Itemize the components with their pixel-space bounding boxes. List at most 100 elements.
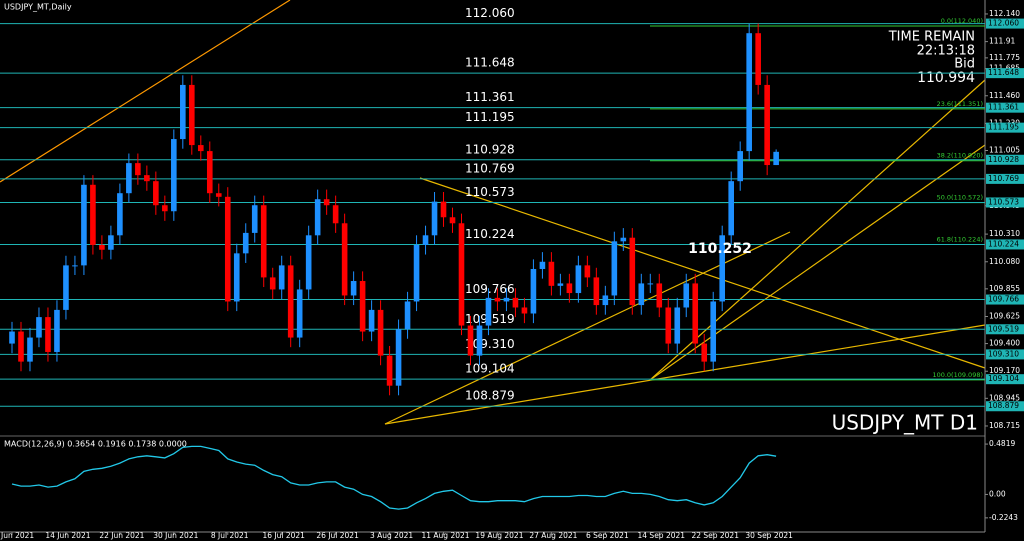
- candle-body: [710, 301, 717, 362]
- time-remain: 22:13:18: [917, 44, 975, 59]
- x-tick-label: 16 Jul 2021: [262, 531, 305, 540]
- annotation: 110.252: [688, 241, 752, 257]
- level-tag-label: 109.519: [988, 324, 1019, 333]
- y-tick-label: 110.080: [989, 257, 1020, 266]
- candle-body: [63, 265, 69, 310]
- level-label: 111.648: [465, 56, 515, 70]
- candle-body: [278, 265, 285, 290]
- candle-body: [45, 317, 51, 352]
- level-label: 111.361: [465, 90, 515, 104]
- candle-body: [135, 163, 141, 176]
- level-tag: [986, 197, 1024, 208]
- y-tick-label: 112.140: [989, 9, 1020, 18]
- level-tag: [986, 68, 1024, 79]
- candle-body: [368, 309, 375, 332]
- x-tick-label: 30 Sep 2021: [745, 531, 793, 540]
- candle-body: [99, 244, 105, 250]
- x-tick-label: 30 Jun 2021: [153, 531, 198, 540]
- level-tag-label: 108.879: [988, 401, 1019, 410]
- candle-body: [665, 307, 672, 344]
- candle-body: [90, 184, 96, 245]
- level-tag: [986, 349, 1024, 360]
- candle-body: [494, 297, 501, 302]
- x-tick-label: 19 Aug 2021: [475, 531, 523, 540]
- trendlines: [0, 0, 986, 425]
- candle-body: [530, 268, 537, 314]
- level-tag-label: 110.769: [988, 174, 1019, 183]
- candle-body: [584, 265, 591, 278]
- candle-body: [224, 196, 231, 302]
- candle-body: [305, 235, 312, 290]
- bid: 110.994: [917, 70, 975, 86]
- candle-body: [755, 33, 761, 85]
- level-tag: [986, 173, 1024, 184]
- candle-body: [764, 84, 770, 166]
- candle-body: [233, 253, 240, 302]
- level-label: 108.879: [465, 389, 515, 403]
- candle-body: [350, 281, 357, 296]
- candle-body: [108, 235, 114, 250]
- level-tag-label: 110.928: [988, 155, 1019, 164]
- candle-body: [9, 331, 15, 344]
- level-tag: [986, 18, 1024, 29]
- macd-tick-label: 0.4819: [989, 439, 1015, 448]
- candle-body: [269, 277, 276, 290]
- candle-body: [656, 283, 663, 308]
- fib-label: 61.8(110.224): [937, 235, 983, 243]
- level-tag: [986, 324, 1024, 335]
- candle-body: [180, 84, 186, 140]
- y-tick-label: 108.945: [989, 393, 1020, 402]
- candle-body: [153, 181, 159, 206]
- candle-body: [296, 289, 303, 338]
- fib-label: 100.0(109.098): [932, 371, 983, 379]
- x-tick-label: 26 Jul 2021: [316, 531, 359, 540]
- y-tick-label: 109.625: [989, 312, 1020, 321]
- candle-body: [413, 244, 420, 302]
- y-tick-label: 111.91: [989, 37, 1015, 46]
- level-label: 110.928: [465, 142, 515, 156]
- trendline: [384, 324, 986, 425]
- y-tick-label: 109.400: [989, 339, 1020, 348]
- level-tag: [986, 401, 1024, 412]
- candle-body: [566, 283, 573, 294]
- candle-body: [629, 237, 636, 306]
- fib-label: 0.0(112.040): [941, 17, 983, 25]
- candle-body: [260, 205, 267, 278]
- level-tag-label: 109.104: [988, 374, 1019, 383]
- x-tick-label: 22 Jun 2021: [99, 531, 144, 540]
- level-tag: [986, 102, 1024, 113]
- x-tick-label: 11 Aug 2021: [421, 531, 469, 540]
- y-tick-label: 109.855: [989, 284, 1020, 293]
- candle-body: [611, 241, 618, 296]
- trendline: [0, 0, 291, 183]
- candle-body: [593, 277, 600, 306]
- candle-body: [215, 193, 222, 197]
- candle-body: [386, 355, 393, 386]
- level-tag-label: 111.648: [988, 68, 1019, 77]
- candle-body: [117, 193, 123, 236]
- fib-label: 38.2(110.920): [937, 152, 983, 160]
- level-label: 112.060: [465, 6, 515, 20]
- candle-body: [422, 235, 429, 245]
- y-tick-label: 108.715: [989, 421, 1020, 430]
- candle-body: [72, 265, 78, 267]
- level-label: 111.195: [465, 110, 515, 124]
- candle-body: [692, 283, 699, 344]
- y-tick-label: 109.170: [989, 366, 1020, 375]
- level-tag-label: 111.361: [988, 103, 1019, 112]
- candle-body: [36, 317, 42, 338]
- candle-body: [404, 301, 411, 330]
- macd-tick-label: 0.00: [989, 489, 1006, 498]
- y-tick-label: 111.775: [989, 53, 1020, 62]
- candle-body: [521, 307, 528, 314]
- trendline: [649, 79, 986, 381]
- candle-body: [503, 297, 510, 302]
- candle-body: [314, 199, 321, 236]
- candle-body: [476, 325, 483, 356]
- candle-body: [575, 265, 582, 294]
- candle-body: [773, 151, 779, 166]
- symbol-label: USDJPY_MT D1: [832, 411, 978, 435]
- trendline: [649, 144, 986, 381]
- level-label: 109.766: [465, 282, 515, 296]
